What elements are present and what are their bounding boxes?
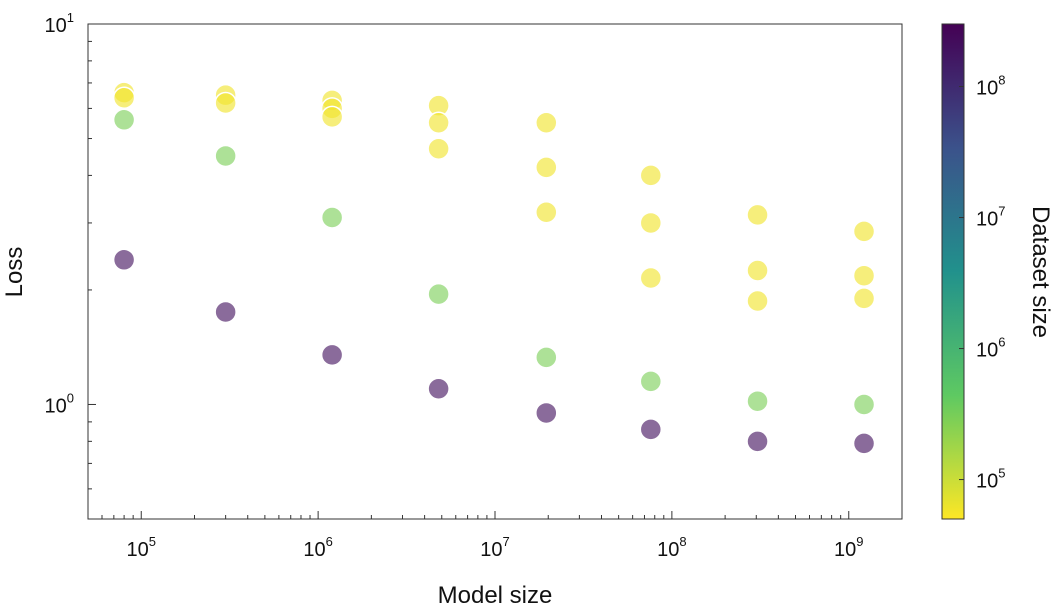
data-point — [320, 343, 344, 367]
y-tick-label: 101 — [45, 10, 74, 37]
y-axis-title: Loss — [1, 247, 28, 298]
data-point — [214, 144, 237, 168]
x-tick-label-exponent: 6 — [326, 534, 333, 549]
colorbar-tick-label-base: 10 — [976, 78, 998, 100]
data-point — [535, 201, 558, 224]
data-points — [112, 81, 876, 455]
data-point — [746, 389, 769, 413]
data-point — [320, 105, 344, 129]
x-tick-label-base: 10 — [834, 539, 856, 561]
data-point — [535, 401, 558, 425]
y-tick-label: 100 — [45, 390, 74, 417]
data-point — [112, 86, 136, 109]
x-tick-label: 108 — [657, 534, 686, 561]
data-point — [852, 287, 876, 310]
data-point — [852, 432, 876, 455]
x-major-ticks: 105 106 107 108 109 — [127, 511, 863, 561]
data-point — [639, 370, 663, 393]
data-point — [427, 111, 450, 135]
data-point — [112, 108, 136, 132]
x-tick-label: 109 — [834, 534, 863, 561]
y-minor-ticks — [88, 40, 92, 520]
data-point — [852, 264, 876, 287]
colorbar-tick-label: 105 — [976, 466, 1005, 493]
data-point — [639, 418, 663, 441]
data-point — [535, 156, 558, 179]
data-point — [639, 164, 663, 187]
y-tick-label-base: 10 — [45, 395, 67, 417]
colorbar-title: Dataset size — [1027, 206, 1054, 338]
colorbar-tick-label-exponent: 8 — [998, 73, 1005, 88]
colorbar-tick-label-exponent: 6 — [998, 335, 1005, 350]
colorbar-tick-label: 107 — [976, 204, 1005, 231]
data-point — [639, 266, 663, 290]
data-point — [112, 248, 136, 272]
colorbar-tick-label-base: 10 — [976, 471, 998, 493]
colorbar-tick-label-base: 10 — [976, 340, 998, 362]
data-point — [639, 211, 663, 235]
x-minor-ticks — [87, 515, 903, 519]
colorbar-tick-label: 108 — [976, 73, 1005, 100]
data-point — [746, 430, 769, 453]
colorbar-tick-label: 106 — [976, 335, 1005, 362]
data-point — [852, 220, 876, 243]
x-tick-label: 105 — [127, 534, 156, 561]
y-tick-label-base: 10 — [45, 15, 67, 37]
data-point — [320, 206, 344, 229]
data-point — [746, 289, 769, 313]
colorbar-tick-label-exponent: 5 — [998, 466, 1005, 481]
x-tick-label-base: 10 — [480, 539, 502, 561]
data-point — [427, 377, 450, 400]
data-point — [746, 203, 769, 227]
x-tick-label-base: 10 — [127, 539, 149, 561]
data-point — [746, 259, 769, 282]
colorbar-tick-label-exponent: 7 — [998, 204, 1005, 219]
data-point — [427, 282, 450, 306]
x-tick-label-base: 10 — [303, 539, 325, 561]
data-point — [214, 91, 237, 115]
data-point — [214, 300, 237, 324]
plot-frame — [87, 23, 903, 520]
x-tick-label: 106 — [303, 534, 332, 561]
x-tick-label: 107 — [480, 534, 509, 561]
x-axis-title: Model size — [438, 582, 553, 609]
x-tick-label-exponent: 9 — [856, 534, 863, 549]
x-tick-label-exponent: 7 — [503, 534, 510, 549]
colorbar-tick-label-base: 10 — [976, 209, 998, 231]
x-tick-label-exponent: 5 — [149, 534, 156, 549]
x-tick-label-exponent: 8 — [679, 534, 686, 549]
y-tick-label-exponent: 1 — [67, 10, 74, 25]
data-point — [852, 393, 876, 416]
y-tick-label-exponent: 0 — [67, 390, 74, 405]
data-point — [427, 137, 450, 161]
x-tick-label-base: 10 — [657, 539, 679, 561]
data-point — [535, 346, 558, 369]
data-point — [535, 111, 558, 135]
colorbar — [941, 23, 965, 520]
